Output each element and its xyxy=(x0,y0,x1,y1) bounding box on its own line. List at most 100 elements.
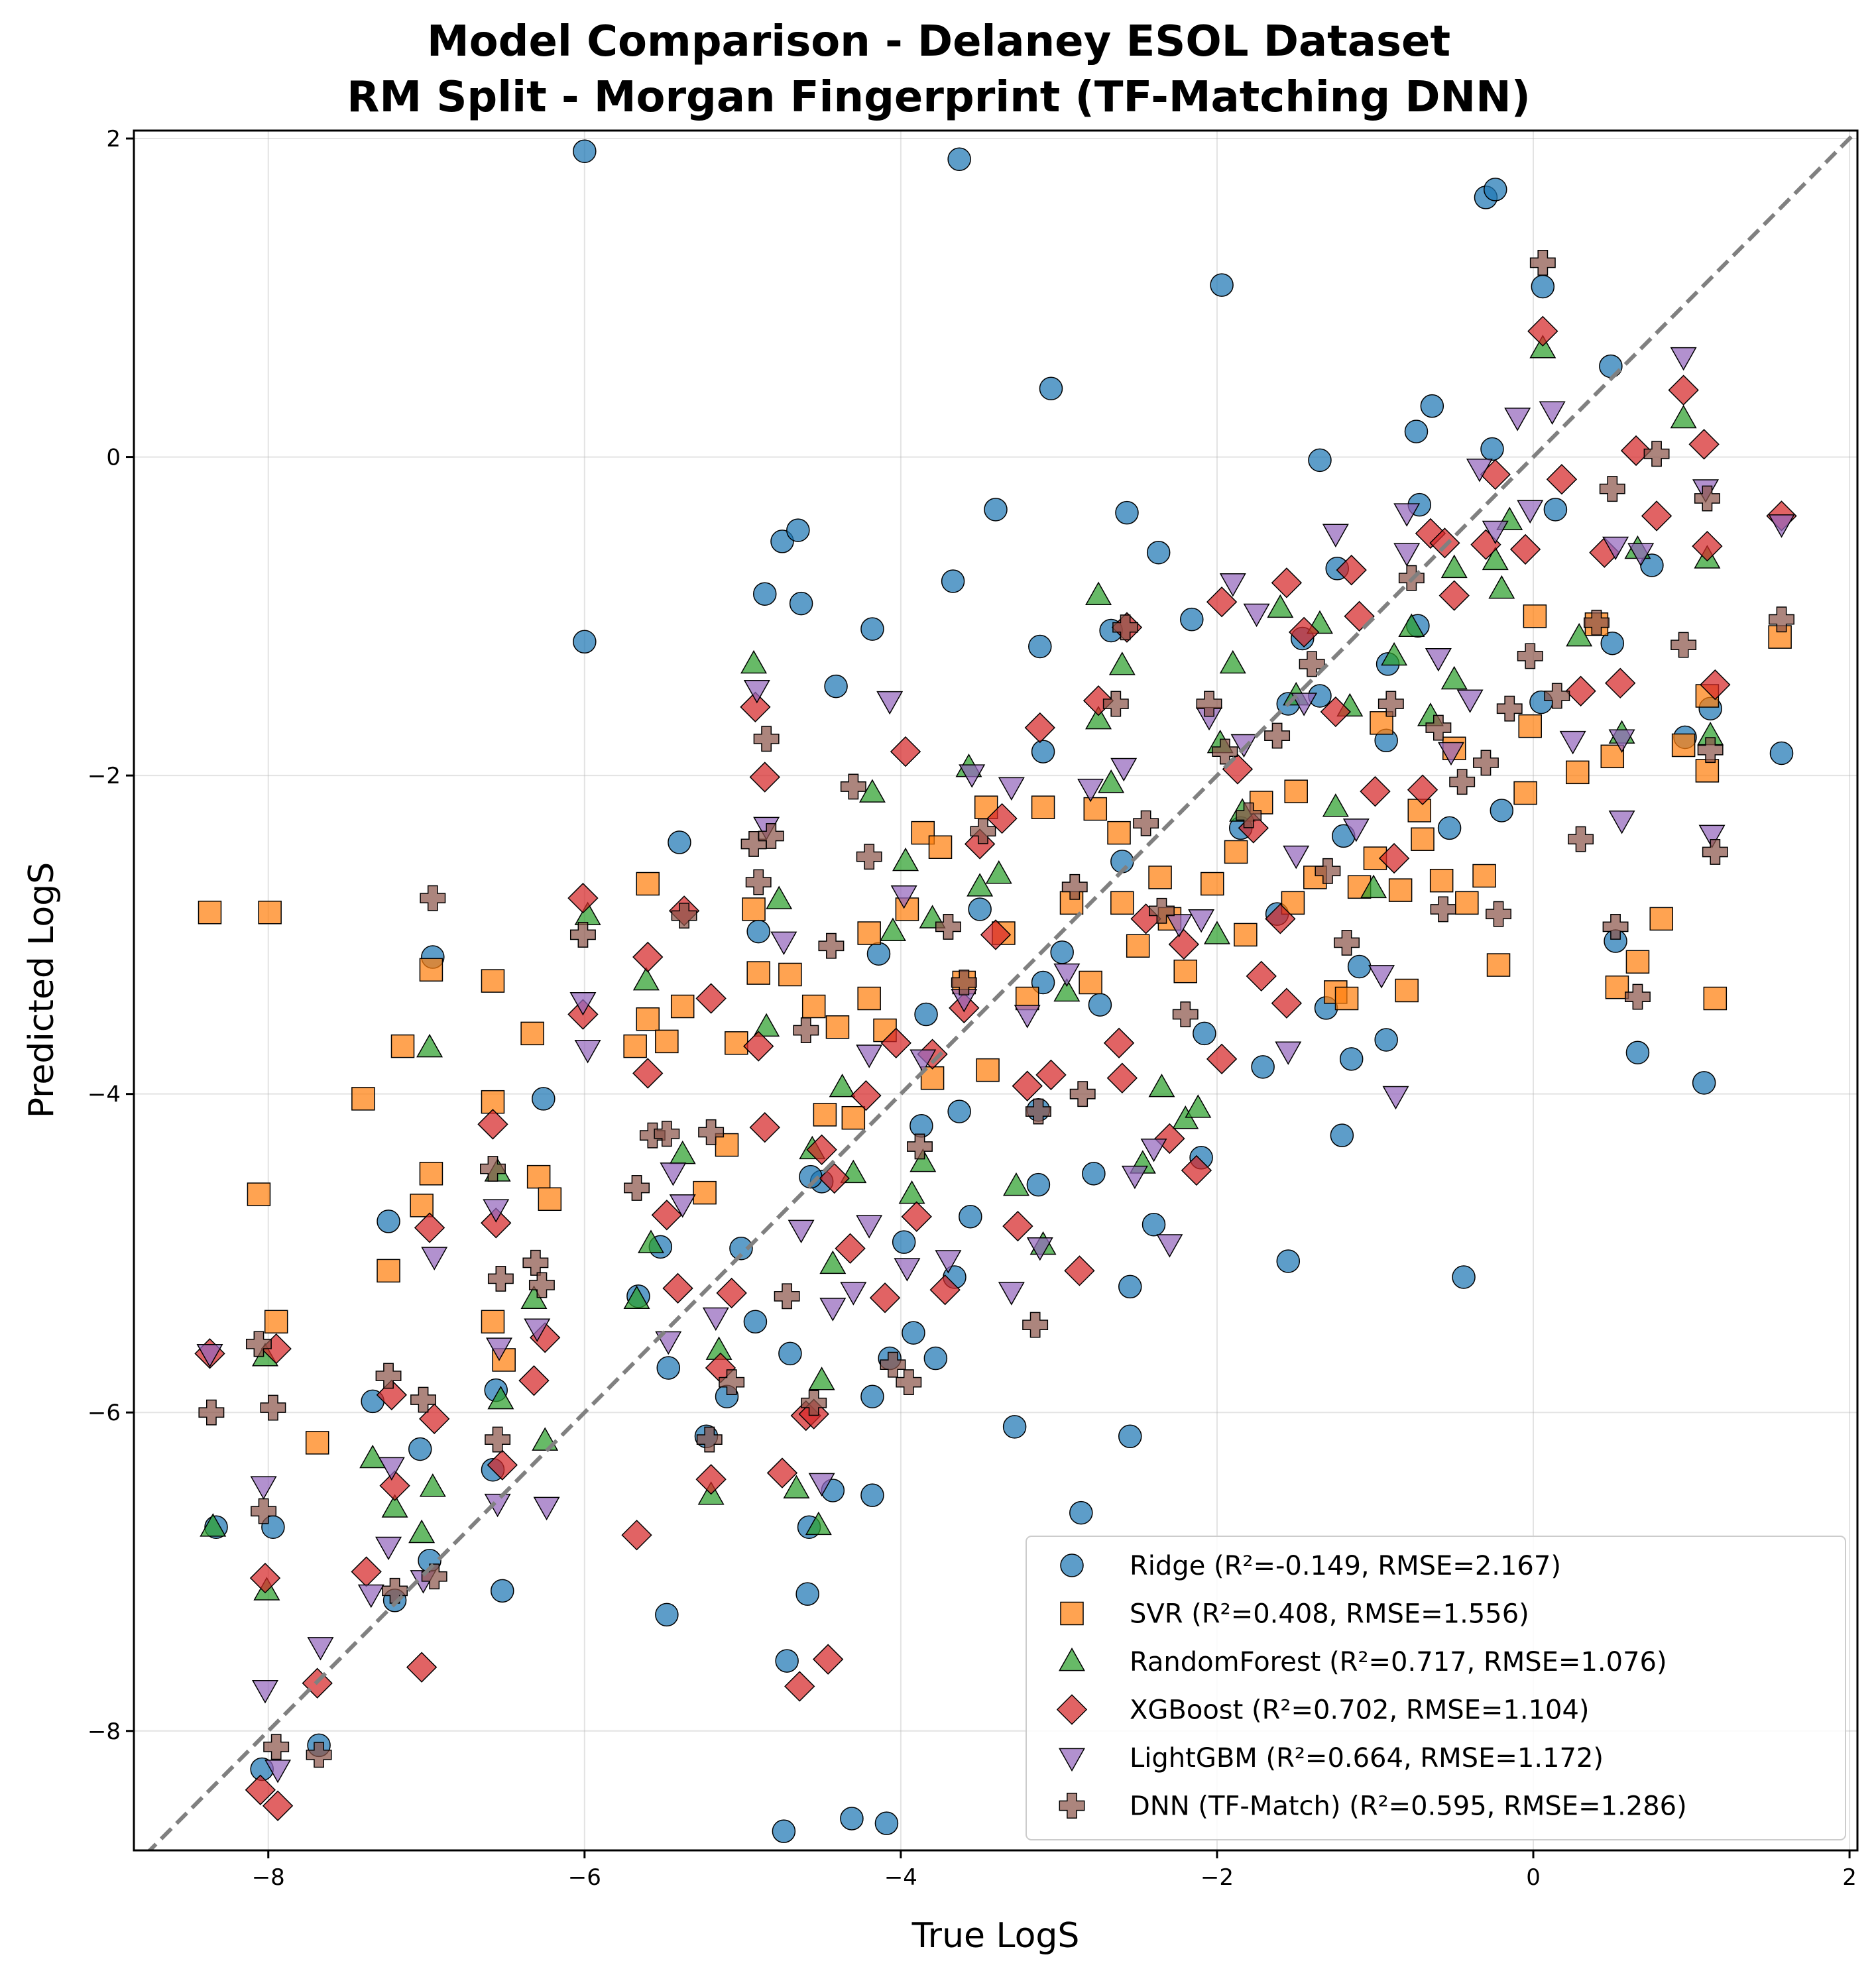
data-point-diamond xyxy=(1265,903,1296,934)
data-point-circle xyxy=(752,582,777,606)
data-point-triangle-up xyxy=(808,1367,835,1390)
data-point-circle xyxy=(1490,799,1514,822)
data-point-plus xyxy=(1236,802,1262,828)
data-point-diamond xyxy=(1668,374,1699,406)
data-point-diamond xyxy=(695,983,727,1014)
data-point-triangle-down xyxy=(1393,543,1421,567)
data-point-triangle-down xyxy=(483,1199,510,1223)
data-point-plus xyxy=(1425,714,1452,741)
y-tick-label: −6 xyxy=(88,1400,121,1426)
data-point-triangle-up xyxy=(200,1513,227,1537)
data-point-circle xyxy=(1543,498,1568,522)
data-point-diamond xyxy=(1103,1027,1135,1058)
data-point-triangle-up xyxy=(1003,1172,1029,1196)
data-point-plus xyxy=(1769,606,1794,633)
data-point-circle xyxy=(573,630,597,654)
data-point-diamond xyxy=(806,1134,837,1165)
data-point-plus xyxy=(1624,984,1651,1010)
data-point-triangle-up xyxy=(1670,404,1697,429)
data-point-diamond xyxy=(869,1282,901,1314)
data-point-square xyxy=(1455,891,1479,915)
data-point-diamond xyxy=(481,1208,512,1239)
data-point-square xyxy=(742,897,766,921)
data-point-triangle-up xyxy=(1185,1094,1212,1118)
data-point-triangle-down xyxy=(1014,1005,1041,1029)
data-point-circle xyxy=(1437,816,1462,840)
data-point-plus xyxy=(1472,750,1499,776)
data-point-circle xyxy=(1339,1047,1364,1071)
data-point-circle xyxy=(914,1002,938,1027)
data-point-plus xyxy=(260,1394,286,1421)
data-point-triangle-up xyxy=(753,1013,780,1037)
data-point-plus xyxy=(1496,695,1523,722)
data-point-circle xyxy=(1599,354,1623,378)
data-point-triangle-down xyxy=(1110,758,1138,782)
data-point-triangle-down xyxy=(1608,729,1635,753)
data-point-diamond xyxy=(662,1272,693,1304)
data-point-circle xyxy=(1088,993,1112,1017)
data-point-triangle-down xyxy=(1026,1237,1053,1261)
data-point-diamond xyxy=(812,1644,844,1675)
data-point-plus xyxy=(753,726,780,752)
data-point-triangle-up xyxy=(1108,651,1136,675)
data-point-triangle-down xyxy=(788,1219,815,1243)
data-point-triangle-down xyxy=(702,1307,729,1331)
data-point-circle xyxy=(1480,437,1504,461)
data-point-diamond xyxy=(1320,696,1352,728)
data-point-square xyxy=(1083,797,1108,821)
data-point-plus xyxy=(1694,485,1720,512)
data-point-triangle-down xyxy=(770,931,797,956)
data-point-diamond xyxy=(1692,530,1723,562)
data-point-square xyxy=(1518,714,1542,738)
data-point-plus xyxy=(801,1390,827,1416)
data-point-circle xyxy=(1308,448,1332,473)
data-point-diamond xyxy=(749,1111,780,1143)
data-point-triangle-up xyxy=(805,1511,832,1536)
data-point-triangle-down xyxy=(1539,401,1566,425)
data-point-triangle-down xyxy=(1456,689,1484,713)
data-point-plus xyxy=(487,1265,514,1292)
x-tick-label: −6 xyxy=(568,1864,601,1891)
data-point-square xyxy=(1107,820,1131,845)
data-point-triangle-up xyxy=(1322,793,1349,817)
data-point-circle xyxy=(743,1310,768,1334)
data-point-triangle-down xyxy=(250,1476,277,1500)
data-point-plus xyxy=(1568,826,1594,852)
data-point-square xyxy=(1649,907,1673,931)
data-point-triangle-up xyxy=(381,1494,408,1518)
data-point-diamond xyxy=(740,691,771,722)
data-point-square xyxy=(976,1058,1000,1082)
data-point-square xyxy=(390,1034,415,1058)
data-point-square xyxy=(857,986,881,1011)
data-point-plus xyxy=(856,844,882,870)
data-point-plus xyxy=(1544,683,1570,709)
data-point-square xyxy=(1625,950,1650,974)
data-point-triangle-up xyxy=(1488,575,1515,599)
data-point-plus xyxy=(840,773,866,800)
data-point-triangle-down xyxy=(876,691,904,715)
data-point-diamond xyxy=(901,1201,932,1232)
data-point-circle xyxy=(1347,954,1372,979)
data-point-triangle-down xyxy=(1768,514,1795,538)
data-point-square xyxy=(693,1180,717,1205)
data-point-circle xyxy=(408,1437,432,1461)
data-point-square xyxy=(1173,959,1197,984)
data-point-circle xyxy=(532,1087,556,1111)
data-point-circle xyxy=(1002,1415,1027,1439)
data-point-square xyxy=(1411,827,1435,851)
data-point-triangle-down xyxy=(1382,1086,1409,1110)
data-point-square xyxy=(305,1431,329,1455)
data-point-circle xyxy=(1026,1172,1051,1197)
data-point-circle xyxy=(1276,1249,1301,1273)
data-point-triangle-down xyxy=(375,1536,402,1561)
data-point-circle xyxy=(1069,1500,1093,1525)
data-point-triangle-down xyxy=(1342,818,1370,842)
plot-frame xyxy=(133,129,1859,1852)
data-point-diamond xyxy=(980,919,1012,950)
data-point-diamond xyxy=(262,1790,294,1821)
data-point-plus xyxy=(1702,839,1728,865)
data-point-triangle-down xyxy=(484,1493,511,1518)
data-point-plus xyxy=(569,921,596,948)
data-point-triangle-up xyxy=(419,1473,446,1497)
